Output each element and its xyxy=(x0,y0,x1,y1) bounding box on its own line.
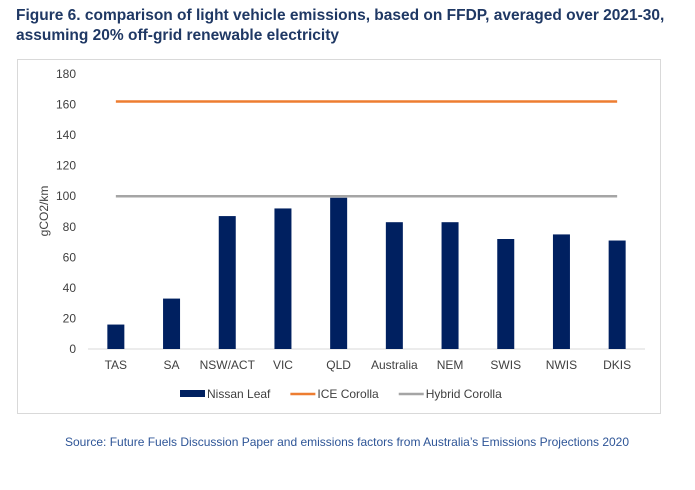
y-tick-label: 140 xyxy=(56,128,76,142)
legend-swatch-nissan-leaf xyxy=(180,390,205,397)
y-tick-label: 0 xyxy=(69,342,76,356)
y-tick-label: 80 xyxy=(63,220,77,234)
bar-nissan-leaf xyxy=(552,234,570,349)
x-tick-label: NSW/ACT xyxy=(200,358,256,372)
x-tick-label: NEM xyxy=(437,358,464,372)
x-tick-label: Australia xyxy=(371,358,418,372)
bar-nissan-leaf xyxy=(385,222,403,349)
y-tick-label: 160 xyxy=(56,98,76,112)
x-tick-label: SA xyxy=(164,358,180,372)
y-tick-label: 120 xyxy=(56,159,76,173)
figure-title: Figure 6. comparison of light vehicle em… xyxy=(16,7,665,44)
bar-nissan-leaf xyxy=(441,222,459,349)
x-tick-label: TAS xyxy=(105,358,127,372)
chart-frame xyxy=(17,59,661,414)
source-note: Source: Future Fuels Discussion Paper an… xyxy=(65,435,630,449)
y-tick-label: 100 xyxy=(56,189,76,203)
x-tick-label: DKIS xyxy=(603,358,631,372)
x-tick-label: QLD xyxy=(326,358,351,372)
bar-nissan-leaf xyxy=(218,216,236,349)
x-tick-label: VIC xyxy=(273,358,293,372)
bar-nissan-leaf xyxy=(330,197,348,349)
bar-nissan-leaf xyxy=(107,324,125,349)
x-tick-label: NWIS xyxy=(546,358,577,372)
bar-nissan-leaf xyxy=(497,239,515,349)
y-tick-label: 40 xyxy=(63,281,77,295)
bar-nissan-leaf xyxy=(274,208,292,349)
legend-label-hybrid-corolla: Hybrid Corolla xyxy=(426,387,502,401)
legend-label-ice-corolla: ICE Corolla xyxy=(317,387,379,401)
y-tick-label: 60 xyxy=(63,250,77,264)
x-tick-label: SWIS xyxy=(490,358,521,372)
y-tick-label: 20 xyxy=(63,311,77,325)
bar-nissan-leaf xyxy=(163,298,181,349)
y-axis-label: gCO2/km xyxy=(37,186,51,237)
bar-nissan-leaf xyxy=(608,240,626,349)
legend-label-nissan-leaf: Nissan Leaf xyxy=(207,387,271,401)
y-tick-label: 180 xyxy=(56,67,76,81)
